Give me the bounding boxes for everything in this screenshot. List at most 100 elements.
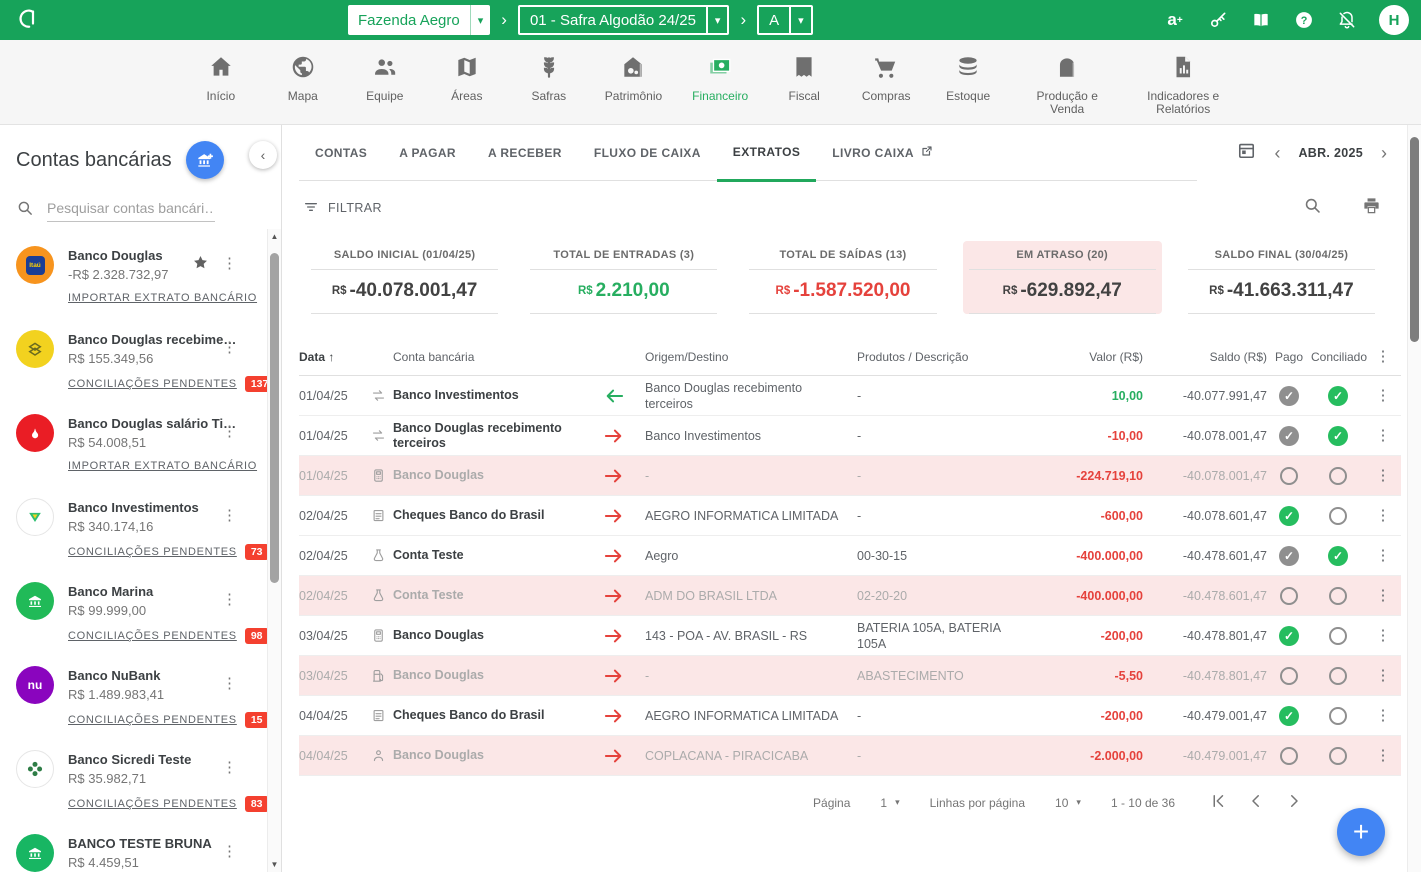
next-page-button[interactable] (1285, 792, 1303, 813)
column-conta[interactable]: Conta bancária (393, 349, 475, 364)
conciliado-status-icon[interactable] (1329, 706, 1347, 725)
tab-extratos[interactable]: EXTRATOS (716, 125, 817, 182)
scroll-down-icon[interactable]: ▼ (270, 860, 279, 869)
conciliado-status-icon[interactable] (1329, 666, 1347, 685)
table-row[interactable]: 03/04/25 Banco Douglas - ABASTECIMENTO -… (299, 656, 1401, 696)
nav-item-financeiro[interactable]: Financeiro (692, 54, 748, 103)
pago-status-icon[interactable] (1280, 466, 1298, 485)
pago-status-icon[interactable] (1279, 705, 1299, 726)
conciliado-status-icon[interactable] (1328, 425, 1348, 446)
nav-item-indicadores[interactable]: Indicadores e Relatórios (1140, 54, 1226, 116)
row-menu-button[interactable]: ⋮ (1375, 747, 1391, 764)
calendar-icon[interactable] (1237, 141, 1256, 165)
account-menu-button[interactable]: ⋮ (222, 591, 237, 608)
bank-account-item[interactable]: Banco Douglas recebime… R$ 155.349,56 ⋮ … (16, 324, 275, 408)
main-scrollbar[interactable] (1407, 125, 1421, 872)
row-menu-button[interactable]: ⋮ (1375, 547, 1391, 564)
column-valor[interactable]: Valor (R$) (1089, 349, 1143, 364)
pago-status-icon[interactable] (1279, 545, 1299, 566)
conciliado-status-icon[interactable] (1329, 466, 1347, 485)
page-select[interactable]: 1 ▾ (880, 795, 900, 810)
sidebar-scrollbar[interactable]: ▲ ▼ (267, 229, 281, 872)
conciliado-status-icon[interactable] (1329, 586, 1347, 605)
next-month-button[interactable]: › (1381, 142, 1387, 163)
pending-reconciliations-link[interactable]: CONCILIAÇÕES PENDENTES (68, 798, 237, 810)
table-row[interactable]: 02/04/25 Conta Teste ADM DO BRASIL LTDA … (299, 576, 1401, 616)
account-menu-button[interactable]: ⋮ (222, 339, 237, 356)
column-origem[interactable]: Origem/Destino (645, 349, 729, 364)
account-menu-button[interactable]: ⋮ (222, 423, 237, 440)
table-row[interactable]: 02/04/25 Cheques Banco do Brasil AEGRO I… (299, 496, 1401, 536)
season-selector[interactable]: 01 - Safra Algodão 24/25 ▾ (517, 5, 730, 35)
notifications-off-icon[interactable] (1336, 9, 1358, 31)
pago-status-icon[interactable] (1279, 625, 1299, 646)
row-menu-button[interactable]: ⋮ (1375, 707, 1391, 724)
add-bank-account-button[interactable] (185, 141, 224, 179)
tab-contas[interactable]: CONTAS (315, 145, 368, 160)
pending-reconciliations-link[interactable]: CONCILIAÇÕES PENDENTES (68, 630, 237, 642)
book-icon[interactable] (1250, 9, 1272, 31)
pending-reconciliations-link[interactable]: CONCILIAÇÕES PENDENTES (68, 546, 237, 558)
print-icon[interactable] (1362, 196, 1381, 220)
nav-item-producao-venda[interactable]: Produção e Venda (1024, 54, 1110, 116)
bank-account-item[interactable]: Banco Douglas salário Ti… R$ 54.008,51 ⋮… (16, 408, 258, 492)
pending-reconciliations-link[interactable]: CONCILIAÇÕES PENDENTES (68, 714, 237, 726)
first-page-button[interactable] (1209, 792, 1227, 813)
rows-per-page-select[interactable]: 10 ▾ (1055, 795, 1081, 810)
column-pago[interactable]: Pago (1274, 349, 1304, 364)
nav-item-compras[interactable]: Compras (860, 54, 912, 103)
import-statement-link[interactable]: IMPORTAR EXTRATO BANCÁRIO (68, 292, 258, 304)
previous-month-button[interactable]: ‹ (1274, 142, 1281, 163)
add-transaction-button[interactable]: + (1337, 808, 1385, 856)
search-icon[interactable] (1303, 196, 1322, 220)
pago-status-icon[interactable] (1280, 666, 1298, 685)
summary-card-em-atraso[interactable]: EM ATRASO (20) R$ -629.892,47 (962, 241, 1162, 314)
account-menu-button[interactable]: ⋮ (222, 675, 237, 692)
import-statement-link[interactable]: IMPORTAR EXTRATO BANCÁRIO (68, 460, 258, 472)
table-row[interactable]: 01/04/25 Banco Douglas - - -224.719,10 -… (299, 456, 1401, 496)
plot-selector[interactable]: A ▾ (757, 5, 813, 35)
table-options-button[interactable]: ⋮ (1375, 348, 1391, 365)
row-menu-button[interactable]: ⋮ (1375, 507, 1391, 524)
conciliado-status-icon[interactable] (1329, 626, 1347, 645)
bank-account-item[interactable]: BANCO TESTE BRUNA R$ 4.459,51 ⋮ (16, 828, 255, 872)
chevron-down-icon[interactable]: ▾ (469, 5, 491, 35)
nav-item-patrimonio[interactable]: Patrimônio (605, 54, 662, 103)
nav-item-equipe[interactable]: Equipe (359, 54, 411, 103)
pago-status-icon[interactable] (1280, 586, 1298, 605)
column-produtos[interactable]: Produtos / Descrição (857, 349, 969, 364)
row-menu-button[interactable]: ⋮ (1375, 587, 1391, 604)
search-accounts-input[interactable] (47, 200, 215, 222)
bank-account-item[interactable]: nu Banco NuBank R$ 1.489.983,41 ⋮ CONCIL… (16, 660, 269, 744)
pago-status-icon[interactable] (1279, 425, 1299, 446)
account-menu-button[interactable]: ⋮ (222, 759, 237, 776)
pago-status-icon[interactable] (1279, 385, 1299, 406)
aegro-plus-icon[interactable]: a + (1167, 10, 1183, 29)
tab-a-pagar[interactable]: A PAGAR (399, 145, 456, 160)
nav-item-mapa[interactable]: Mapa (277, 54, 329, 103)
row-menu-button[interactable]: ⋮ (1375, 467, 1391, 484)
farm-selector[interactable]: Fazenda Aegro ▾ (348, 5, 491, 35)
row-menu-button[interactable]: ⋮ (1375, 427, 1391, 444)
row-menu-button[interactable]: ⋮ (1375, 667, 1391, 684)
nav-item-inicio[interactable]: Início (195, 54, 247, 103)
row-menu-button[interactable]: ⋮ (1375, 387, 1391, 404)
filter-button[interactable]: FILTRAR (303, 199, 382, 218)
table-row[interactable]: 03/04/25 Banco Douglas 143 - POA - AV. B… (299, 616, 1401, 656)
conciliado-status-icon[interactable] (1328, 385, 1348, 406)
conciliado-status-icon[interactable] (1328, 545, 1348, 566)
column-saldo[interactable]: Saldo (R$) (1209, 349, 1267, 364)
previous-page-button[interactable] (1247, 792, 1265, 813)
scroll-up-icon[interactable]: ▲ (270, 232, 279, 241)
pago-status-icon[interactable] (1280, 746, 1298, 765)
scrollbar-thumb[interactable] (270, 253, 279, 583)
table-row[interactable]: 04/04/25 Banco Douglas COPLACANA - PIRAC… (299, 736, 1401, 776)
nav-item-safras[interactable]: Safras (523, 54, 575, 103)
chevron-down-icon[interactable]: ▾ (789, 7, 811, 33)
pending-reconciliations-link[interactable]: CONCILIAÇÕES PENDENTES (68, 378, 237, 390)
chevron-down-icon[interactable]: ▾ (705, 7, 728, 33)
tab-fluxo-de-caixa[interactable]: FLUXO DE CAIXA (593, 145, 701, 160)
user-avatar[interactable]: H (1379, 5, 1409, 35)
star-icon[interactable] (192, 254, 209, 276)
tab-livro-caixa[interactable]: LIVRO CAIXA (816, 125, 949, 180)
